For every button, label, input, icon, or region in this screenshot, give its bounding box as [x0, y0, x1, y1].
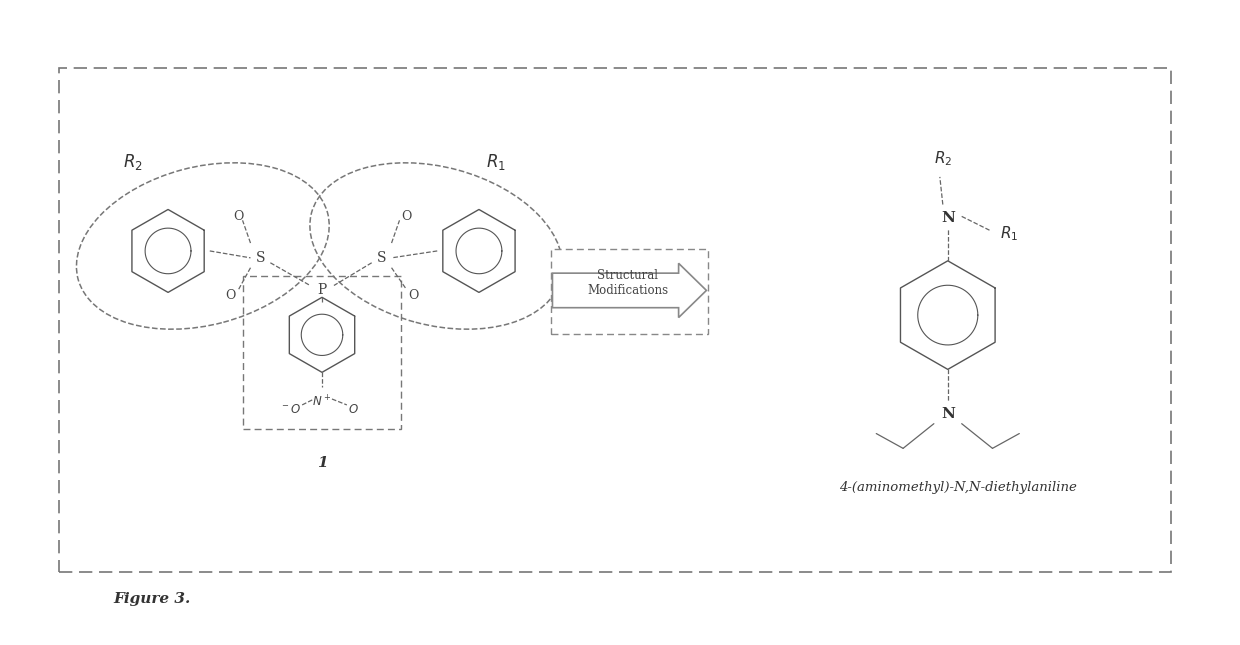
Text: $R_2$: $R_2$: [934, 150, 952, 168]
Text: Figure 3.: Figure 3.: [113, 592, 191, 606]
FancyArrow shape: [553, 263, 707, 317]
Text: 1: 1: [316, 456, 327, 470]
Text: Structural
Modifications: Structural Modifications: [588, 268, 668, 297]
Text: S: S: [255, 251, 265, 265]
Text: $N^+$: $N^+$: [312, 394, 331, 410]
Text: $^-O$: $^-O$: [279, 403, 301, 417]
Text: N: N: [941, 407, 955, 421]
Text: O: O: [408, 289, 419, 302]
Text: O: O: [233, 210, 244, 223]
Text: O: O: [402, 210, 412, 223]
Text: S: S: [377, 251, 387, 265]
Text: P: P: [317, 283, 326, 297]
Text: 4-(aminomethyl)-N,N-diethylaniline: 4-(aminomethyl)-N,N-diethylaniline: [838, 481, 1076, 494]
FancyBboxPatch shape: [58, 68, 1172, 571]
Text: $O$: $O$: [348, 403, 360, 417]
FancyBboxPatch shape: [552, 249, 708, 334]
Text: $R_1$: $R_1$: [486, 152, 506, 172]
Text: N: N: [941, 212, 955, 225]
Text: $R_2$: $R_2$: [123, 152, 143, 172]
Text: O: O: [226, 289, 236, 302]
Text: $R_1$: $R_1$: [1001, 224, 1018, 243]
